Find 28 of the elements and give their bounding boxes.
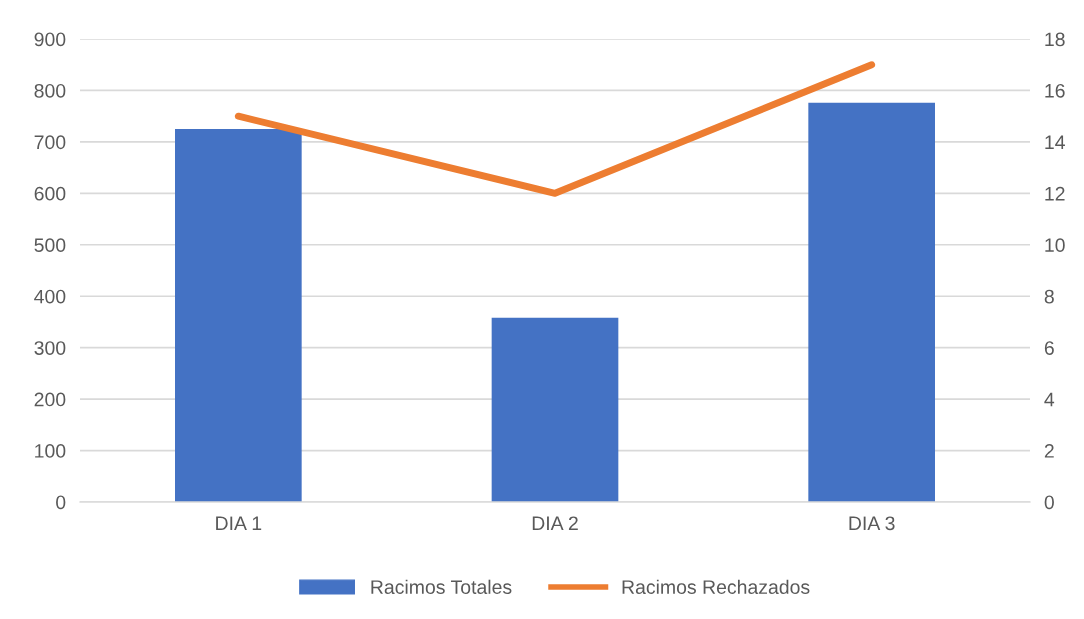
y-tick-label: 900 (34, 32, 66, 47)
y2-tick-label: 18 (1045, 32, 1065, 47)
y-tick-label: 500 (34, 238, 66, 253)
y2-tick-label: 10 (1045, 238, 1065, 253)
y2-tick-label: 8 (1044, 289, 1054, 304)
y-tick-label: 0 (56, 495, 66, 510)
y-tick-label: 300 (34, 341, 66, 355)
y-tick-label: 800 (34, 83, 66, 98)
legend-label: Racimos Rechazados (622, 579, 810, 594)
legend-label: Racimos Totales (371, 579, 512, 594)
x-tick-label: DIA 1 (216, 516, 262, 530)
y-tick-label: 100 (35, 444, 66, 458)
x-tick-label: DIA 2 (532, 516, 578, 530)
y2-tick-label: 0 (1044, 495, 1054, 510)
y2-tick-label: 16 (1045, 83, 1065, 98)
y2-tick-label: 4 (1044, 392, 1055, 407)
y2-tick-label: 2 (1044, 444, 1054, 458)
bar (491, 317, 619, 502)
y2-tick-label: 6 (1044, 341, 1054, 355)
y-tick-label: 700 (34, 135, 66, 150)
y2-tick-label: 12 (1045, 186, 1065, 201)
y-tick-label: 600 (34, 186, 66, 201)
y-tick-label: 200 (34, 392, 66, 407)
y-tick-label: 400 (34, 289, 66, 304)
y2-tick-label: 14 (1045, 135, 1065, 149)
bar (175, 129, 302, 502)
bar (808, 102, 935, 502)
x-tick-label: DIA 3 (849, 516, 895, 531)
